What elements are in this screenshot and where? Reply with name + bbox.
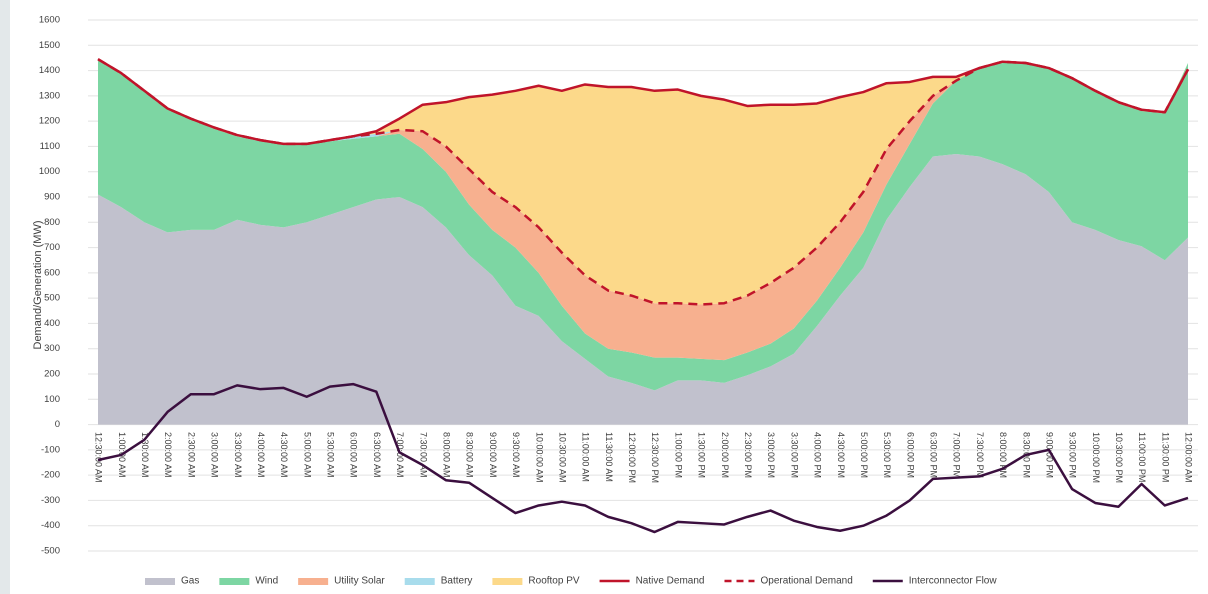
legend-swatch (145, 578, 175, 585)
y-tick-label: 300 (44, 343, 60, 354)
x-tick-label: 9:30:00 AM (511, 432, 521, 478)
y-axis-title: Demand/Generation (MW) (32, 221, 44, 350)
y-tick-label: 900 (44, 192, 60, 203)
y-tick-label: 1100 (40, 141, 60, 152)
area (98, 60, 1188, 361)
legend-label: Utility Solar (334, 576, 385, 587)
legend-label: Gas (181, 576, 199, 587)
x-tick-label: 6:00:00 AM (349, 432, 359, 478)
x-tick-label: 8:00:00 AM (441, 432, 451, 478)
x-tick-label: 9:30:00 PM (1068, 432, 1078, 478)
x-tick-label: 3:00:00 PM (766, 432, 776, 478)
y-tick-label: 400 (44, 318, 60, 329)
x-tick-label: 6:00:00 PM (905, 432, 915, 478)
x-tick-label: 3:30:00 PM (789, 432, 799, 478)
x-tick-label: 6:30:00 PM (929, 432, 939, 478)
x-tick-label: 3:00:00 AM (210, 432, 220, 478)
y-tick-label: 200 (44, 369, 60, 380)
y-tick-label: -300 (41, 495, 60, 506)
y-tick-label: 700 (44, 242, 60, 253)
x-tick-label: 7:30:00 PM (975, 432, 985, 478)
x-tick-label: 10:30:00 PM (1114, 432, 1124, 483)
x-tick-label: 11:00:00 AM (581, 432, 591, 482)
x-tick-label: 4:00:00 AM (256, 432, 266, 478)
x-tick-label: 11:30:00 AM (604, 432, 614, 482)
y-tick-label: -400 (41, 520, 60, 531)
legend-swatch (298, 578, 329, 585)
x-tick-label: 4:00:00 PM (813, 432, 823, 478)
x-tick-label: 10:00:00 AM (534, 432, 544, 483)
x-tick-label: 5:30:00 PM (882, 432, 892, 478)
legend-label: Interconnector Flow (909, 576, 998, 587)
x-tick-label: 1:00:00 PM (673, 432, 683, 478)
x-tick-label: 4:30:00 PM (836, 432, 846, 478)
x-tick-label: 10:30:00 AM (557, 432, 567, 483)
x-tick-label: 5:00:00 AM (302, 432, 312, 478)
area (98, 59, 1188, 305)
x-tick-label: 2:00:00 PM (720, 432, 730, 478)
x-tick-label: 2:30:00 PM (743, 432, 753, 478)
legend-swatch (404, 578, 435, 585)
x-tick-label: 8:30:00 AM (465, 432, 475, 478)
x-tick-label: 11:30:00 PM (1160, 432, 1170, 482)
y-tick-label: 1300 (39, 90, 60, 101)
legend-label: Native Demand (636, 576, 705, 587)
legend-swatch (492, 578, 523, 585)
y-tick-label: 800 (44, 217, 60, 228)
x-tick-label: 5:00:00 PM (859, 432, 869, 478)
x-tick-label: 4:30:00 AM (279, 432, 289, 478)
area (98, 154, 1188, 425)
y-tick-label: -500 (41, 546, 60, 557)
x-tick-label: 1:30:00 AM (140, 432, 150, 478)
y-tick-label: -100 (41, 444, 60, 455)
x-tick-label: 1:30:00 PM (697, 432, 707, 478)
x-tick-label: 11:00:00 PM (1137, 432, 1147, 482)
y-tick-label: 500 (44, 293, 60, 304)
y-tick-label: 600 (44, 267, 60, 278)
x-tick-label: 5:30:00 AM (326, 432, 336, 478)
y-tick-label: 1500 (39, 40, 60, 51)
x-tick-label: 7:00:00 PM (952, 432, 962, 478)
x-tick-label: 3:30:00 AM (233, 432, 243, 478)
y-tick-label: 1200 (39, 116, 60, 127)
x-tick-label: 12:30:00 AM (94, 432, 104, 483)
x-tick-label: 8:00:00 PM (998, 432, 1008, 478)
x-tick-label: 7:30:00 AM (418, 432, 428, 478)
y-tick-label: 100 (44, 394, 60, 405)
x-tick-label: 9:00:00 PM (1044, 432, 1054, 478)
y-tick-label: 1400 (39, 65, 60, 76)
x-tick-label: 10:00:00 PM (1091, 432, 1101, 483)
x-tick-label: 6:30:00 AM (372, 432, 382, 478)
legend-label: Rooftop PV (528, 576, 579, 587)
legend-swatch (219, 578, 250, 585)
line (97, 382, 1189, 534)
x-tick-label: 9:00:00 AM (488, 432, 498, 478)
x-tick-label: 2:00:00 AM (163, 432, 173, 478)
x-tick-label: 12:00:00 PM (627, 432, 637, 483)
y-tick-label: -200 (41, 470, 60, 481)
legend-label: Wind (255, 576, 278, 587)
line (97, 58, 1190, 306)
x-tick-label: 2:30:00 AM (186, 432, 196, 478)
y-tick-label: 0 (55, 419, 60, 430)
x-tick-label: 7:00:00 AM (395, 432, 405, 478)
y-tick-label: 1000 (39, 166, 60, 177)
area (98, 60, 1188, 391)
legend-label: Battery (441, 576, 473, 587)
x-tick-label: 12:30:00 PM (650, 432, 660, 483)
x-tick-label: 12:00:00 AM (1184, 432, 1194, 483)
y-tick-label: 1600 (39, 15, 60, 26)
legend-label: Operational Demand (760, 576, 852, 587)
